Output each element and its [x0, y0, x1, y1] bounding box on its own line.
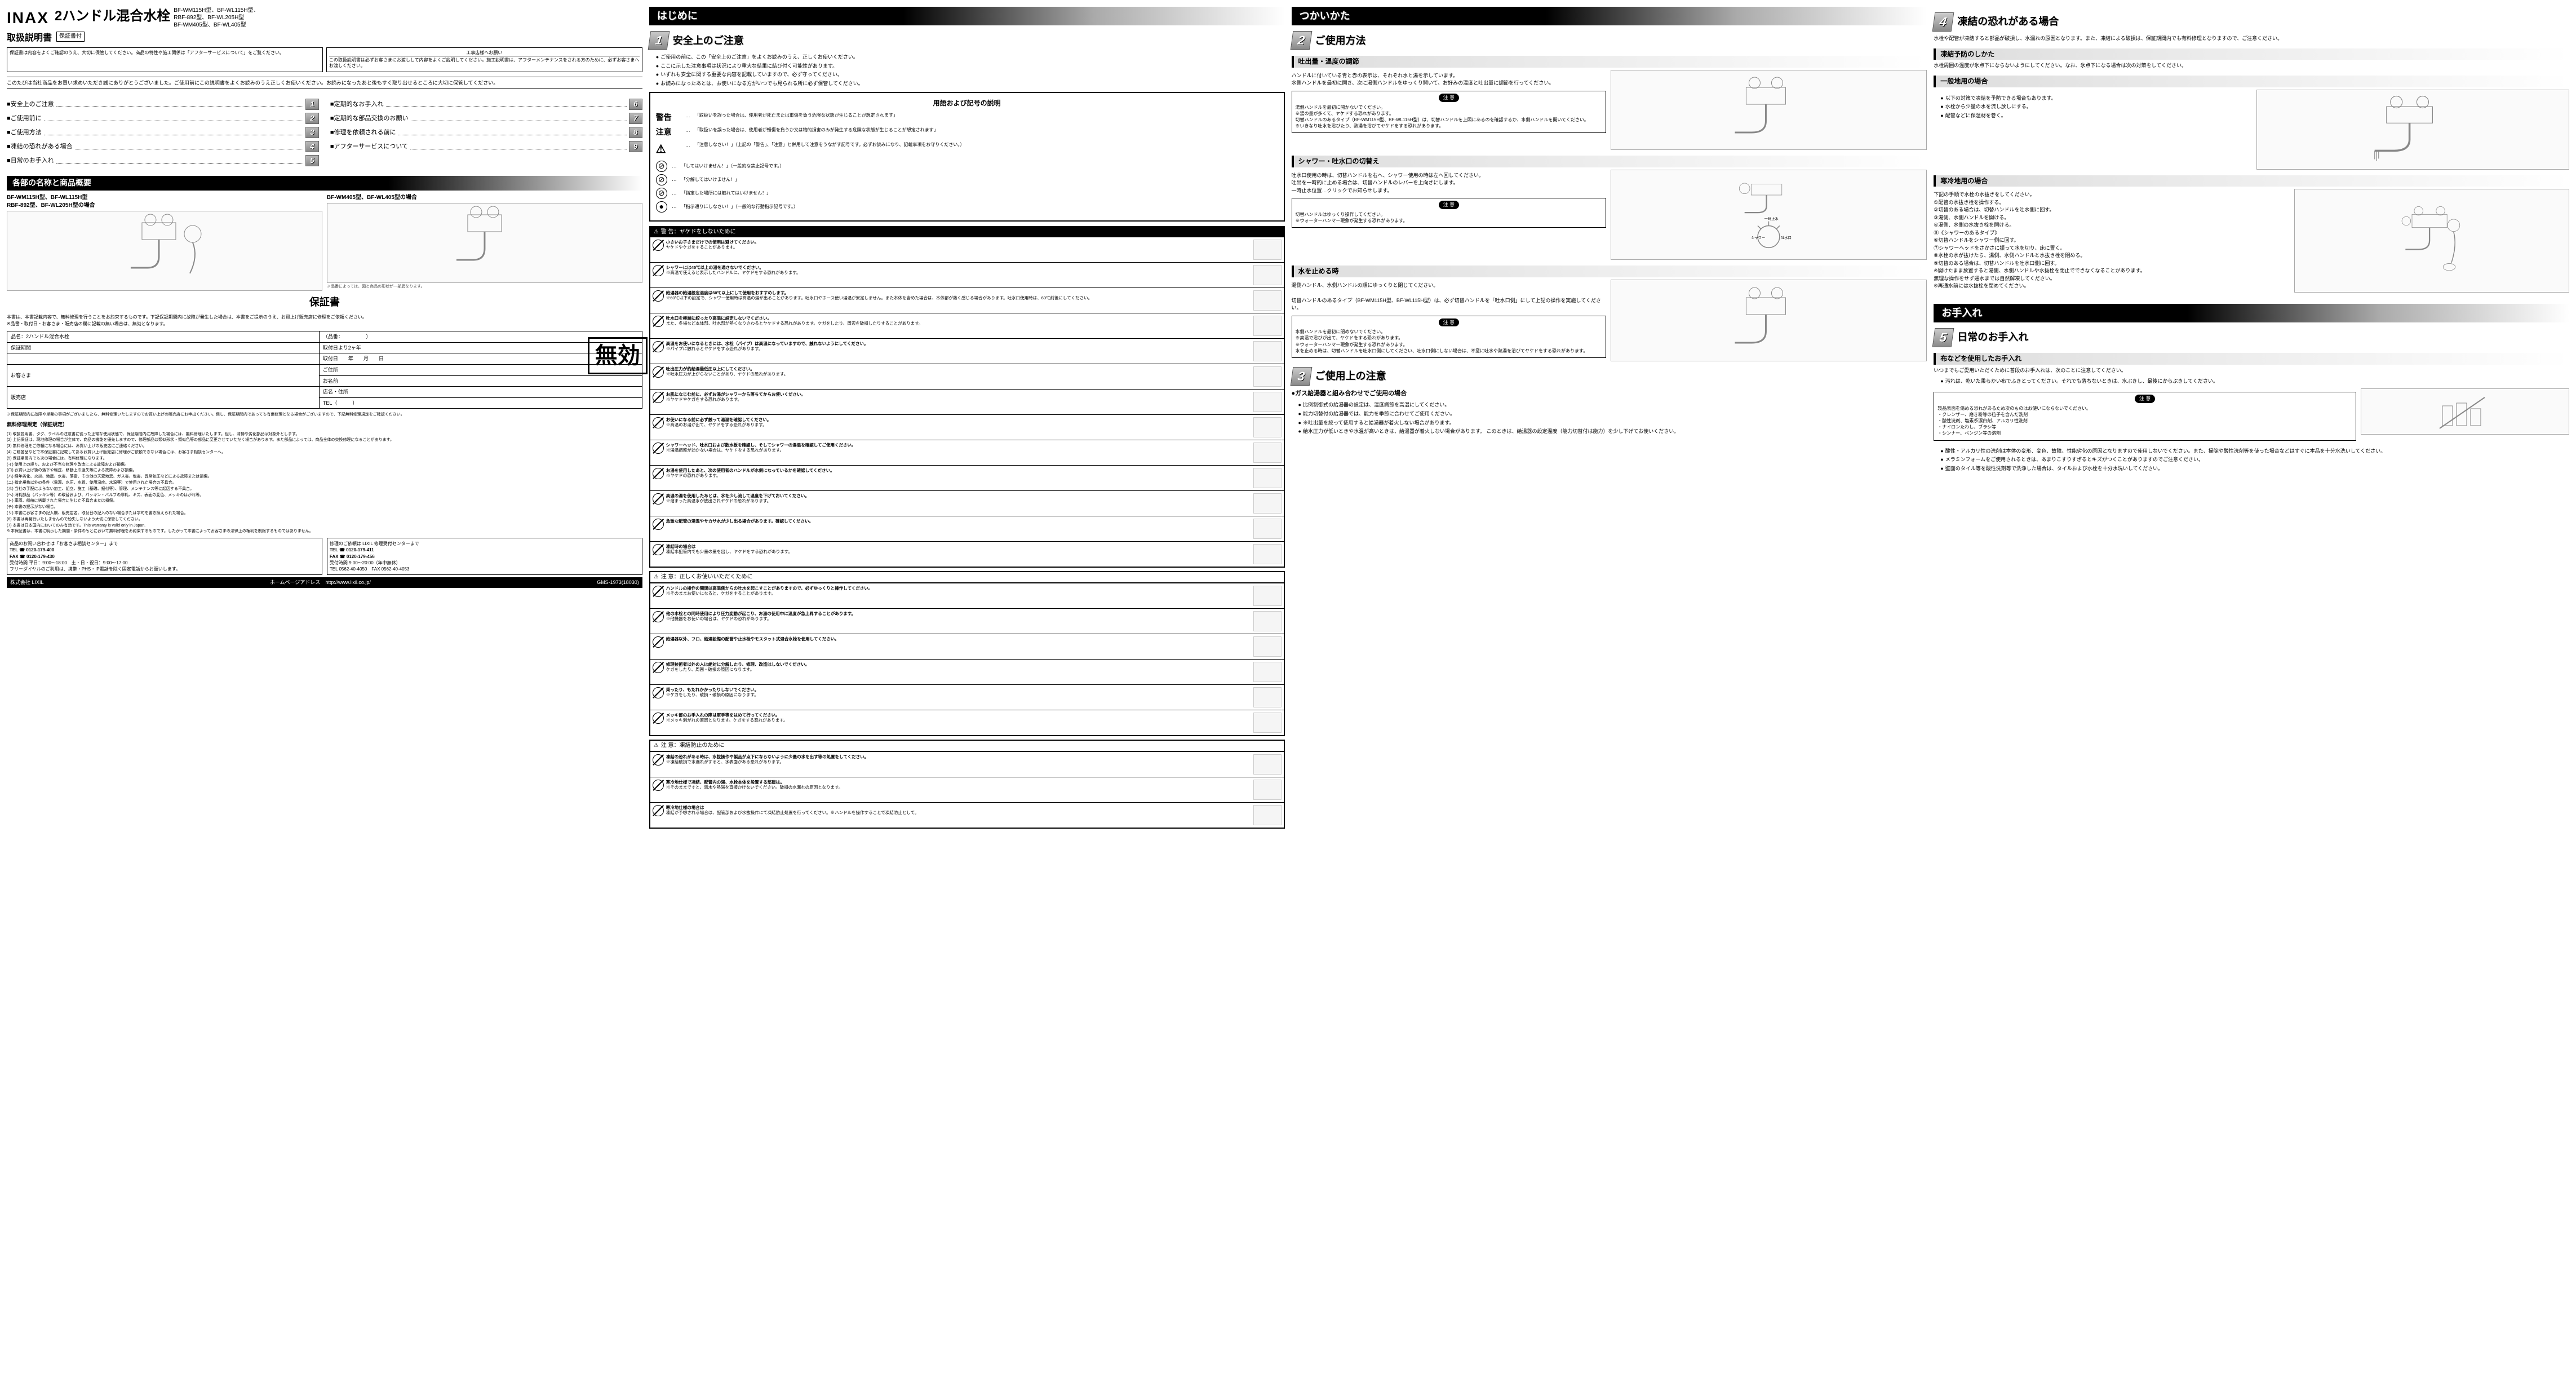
safety-item: 吐出圧力が約給湯最低圧以上にしてください。※吐水圧力が上がらないことがあり、ヤケ…	[650, 364, 1284, 389]
column-4: 4 凍結の恐れがある場合 水栓や配管が凍結すると部品が破損し、水漏れの原因となり…	[1934, 7, 2569, 832]
safety-item: 急激な配管の湯温やサカサ水が少し出る場合があります。確認してください。	[650, 516, 1284, 541]
safety-item: 凍結の恐れがある時は、水抜操作や製品が点下にならないように少量の水を出す等の処置…	[650, 752, 1284, 777]
toc-item: ■ご使用前に2	[7, 113, 319, 124]
toc-item: ■修理を依頼される前に8	[330, 127, 642, 138]
safety-item: お使いになる前に必ず触って湯温を確認してください。※高温のお湯が出て、ヤケドをす…	[650, 414, 1284, 440]
safety-item: 寒冷地仕様で凍結、配管内の湯、水栓本体を設置する部屋は。※そのままですと、温水や…	[650, 777, 1284, 802]
safety-item: 他の水栓との同時使用により圧力変動が起こり、お湯の使用中に温度が急上昇することが…	[650, 608, 1284, 634]
general-diagram	[2256, 90, 2569, 170]
sub-prevent: 凍結予防のしかた	[1934, 48, 2569, 60]
safety-item: 吐水口を極端に絞ったり高温に設定しないでください。また、冬場など本体部、吐水部が…	[650, 313, 1284, 338]
shower-caution: 注 意 切替ハンドルはゆっくり操作してください。 ※ウォーターハンマー現象が発生…	[1292, 198, 1607, 228]
column-2: はじめに 1 安全上のご注意 ご使用の前に、この「安全上のご注意」をよくお読みの…	[649, 7, 1285, 832]
safety-item: メッキ部のお手入れの際は軍手等をはめて行ってください。※メッキ剥がれの原因となり…	[650, 710, 1284, 735]
warranty-rules: (1) 取扱説明書、タグ、ラベルの注意書に従った正常な使用状態で、保証期間内に故…	[7, 432, 642, 535]
parts-banner: 各部の名称と商品概要	[7, 176, 642, 191]
model-numbers: BF-WM115H型、BF-WL115H型、 RBF-892型、BF-WL205…	[174, 7, 259, 29]
safety-item: 乗ったり、もたれかかったりしないでください。※ケガをしたり、破損・破損の原因にな…	[650, 684, 1284, 710]
svg-text:吐水口: 吐水口	[1781, 236, 1792, 240]
sub-cloth: 布などを使用したお手入れ	[1934, 353, 2569, 365]
svg-text:一時止水: 一時止水	[1764, 216, 1779, 221]
safety-item: シャワーには45℃以上の湯を通さないでください。※高温で使えると表示したハンドル…	[650, 262, 1284, 287]
toc-item: ■日常のお手入れ5	[7, 155, 319, 166]
safety-item: 給湯器の給湯設定温度は60℃以上にして使用をおすすめします。※60℃以下の設定で…	[650, 287, 1284, 313]
stop-caution: 注 意 水側ハンドルを最初に閉めないでください。※高温で浴びが出て、ヤケドをする…	[1292, 316, 1607, 358]
product-title: 2ハンドル混合水栓	[55, 7, 170, 26]
brand-logo: INAX	[7, 7, 49, 29]
warning-panel: ⚠警 告：ヤケドをしないために 小さいお子さまだけでの使用は避けてください。ヤケ…	[649, 226, 1285, 568]
badge-1: 1	[648, 31, 670, 50]
footer-bar: 株式会社 LIXIL ホームページアドレス http://www.lixil.c…	[7, 577, 642, 588]
sub-general: 一般地用の場合	[1934, 76, 2569, 87]
safety-item: シャワーヘッド、吐水口および散水板を確認し、そしてシャワーの湯温を確認してご使用…	[650, 440, 1284, 465]
oteire-banner: お手入れ	[1934, 304, 2569, 322]
safety-item: 高温の湯を使用したあとは、水を少し流して温度を下げておいてください。※溜まった高…	[650, 490, 1284, 516]
terminology-box: 用語および記号の説明 警告 … 「取扱いを誤った場合は、使用者が死亡または重傷を…	[649, 92, 1285, 222]
void-stamp: 無効	[588, 337, 648, 374]
stop-diagram	[1611, 280, 1927, 361]
flow-caution: 注 意 湯側ハンドルを最初に開かないでください。※湯の量が多くて、ヤケドする恐れ…	[1292, 91, 1607, 133]
parts-diagrams: BF-WM115H型、BF-WL115H型 RBF-892型、BF-WL205H…	[7, 194, 642, 291]
sub-cold: 寒冷地用の場合	[1934, 175, 2569, 187]
caution-panel-2: ⚠注 意：凍結防止のために 凍結の恐れがある時は、水抜操作や製品が点下にならない…	[649, 740, 1285, 829]
safety-item: 凍結時の場合は凍結水配管内でも少量の量を出し、ヤケドをする恐れがあります。	[650, 541, 1284, 567]
manual-label: 取扱説明書	[7, 32, 52, 45]
cold-diagram	[2294, 189, 2569, 293]
warranty-title: 保証書	[7, 295, 642, 309]
sub-flow: 吐出量・温度の調節	[1292, 56, 1927, 68]
svg-text:シャワー: シャワー	[1752, 236, 1766, 240]
safety-item: 小さいお子さまだけでの使用は避けてください。ヤケドやケガをすることがあります。	[650, 237, 1284, 262]
shower-diagram: シャワー 吐水口 一時止水	[1611, 170, 1927, 260]
section-3-heading: 3 ご使用上の注意	[1292, 367, 1927, 386]
safety-item: ハンドルの操作の開閉は高温側からの吐水を起こすことがありますので、必ずゆっくりと…	[650, 583, 1284, 608]
flow-diagram	[1611, 70, 1927, 150]
toc-item: ■ご使用方法3	[7, 127, 319, 138]
caution-panel-1: ⚠注 意：正しくお使いいただくために ハンドルの操作の開閉は高温側からの吐水を起…	[649, 571, 1285, 736]
cleaning-caution: 注 意 製品表面を傷める恐れがあるため次のものはお使いにならないでください。 ・…	[1934, 392, 2356, 441]
section-5-heading: 5 日常のお手入れ	[1934, 328, 2569, 347]
note-box-1: 保証書は内容をよくご確認のうえ、大切に保管してください。商品の特性や施工関係は「…	[7, 47, 323, 72]
safety-item: お湯を使用したあと、次の使用者のハンドルが水側になっているかを確認してください。…	[650, 465, 1284, 490]
contact-info: 商品のお問い合わせは「お客さま相談センター」まで TEL ☎ 0120-179-…	[7, 538, 642, 575]
warranty-tag: 保証書付	[56, 32, 85, 42]
table-of-contents: ■安全上のご注意1 ■ご使用前に2 ■ご使用方法3 ■凍結の恐れがある場合4 ■日常のお…	[7, 96, 642, 169]
section-2-heading: 2 ご使用方法	[1292, 31, 1927, 50]
faucet-diagram-a	[7, 211, 322, 291]
safety-item: 高温をお使いになるときには、水栓（パイプ）は高温になっていますので、触れないよう…	[650, 338, 1284, 364]
safety-item: お肌になじむ前に、必ずお湯がシャワーから落ちてからお使いください。※ヤケドやケガ…	[650, 389, 1284, 414]
safety-item: 修理技術者以外の人は絶対に分解したり、修理、改造はしないでください。ケガをしたり…	[650, 659, 1284, 684]
toc-item: ■アフターサービスについて9	[330, 141, 642, 152]
tsukaikata-banner: つかいかた	[1292, 7, 1927, 25]
warranty-table: 品名：2ハンドル混合水栓（品番： ） 保証期間 取付日より2ヶ年 無効 取付日 …	[7, 331, 642, 409]
note-box-2: 工事店様へお願い この取扱説明書は必ずお客さまにお渡しして内容をよくご説明してく…	[326, 47, 642, 72]
column-1: INAX 2ハンドル混合水栓 BF-WM115H型、BF-WL115H型、 RB…	[7, 7, 642, 832]
intro-text: このたびは当社商品をお買い求めいただき誠にありがとうございました。ご使用前にこの…	[7, 77, 642, 90]
safety-item: 寒冷地仕様の場合は凍結が予想される場合は、配管部および水抜操作にて凍結防止処置を…	[650, 802, 1284, 828]
sub-shower: シャワー・吐水口の切替え	[1292, 156, 1927, 167]
column-3: つかいかた 2 ご使用方法 吐出量・温度の調節 ハンドルに付いている青と赤の表示…	[1292, 7, 1927, 832]
faucet-diagram-b	[327, 203, 642, 283]
cleaning-icons	[2361, 388, 2569, 435]
toc-item: ■定期的な部品交換のお願い7	[330, 113, 642, 124]
sub-stop: 水を止める時	[1292, 266, 1927, 277]
manual-page: INAX 2ハンドル混合水栓 BF-WM115H型、BF-WL115H型、 RB…	[0, 0, 2576, 839]
toc-item: ■定期的なお手入れ6	[330, 99, 642, 110]
toc-item: ■安全上のご注意1	[7, 99, 319, 110]
section-4-heading: 4 凍結の恐れがある場合	[1934, 12, 2569, 32]
safety-item: 給湯器以外、フロ、給湯設備の配管や止水栓やモスタット式混合水栓を使用してください…	[650, 634, 1284, 659]
section-1-heading: 1 安全上のご注意	[649, 31, 1285, 50]
toc-item: ■凍結の恐れがある場合4	[7, 141, 319, 152]
hajimeni-banner: はじめに	[649, 7, 1285, 25]
